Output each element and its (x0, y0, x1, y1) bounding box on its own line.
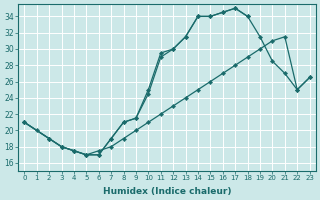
X-axis label: Humidex (Indice chaleur): Humidex (Indice chaleur) (103, 187, 231, 196)
